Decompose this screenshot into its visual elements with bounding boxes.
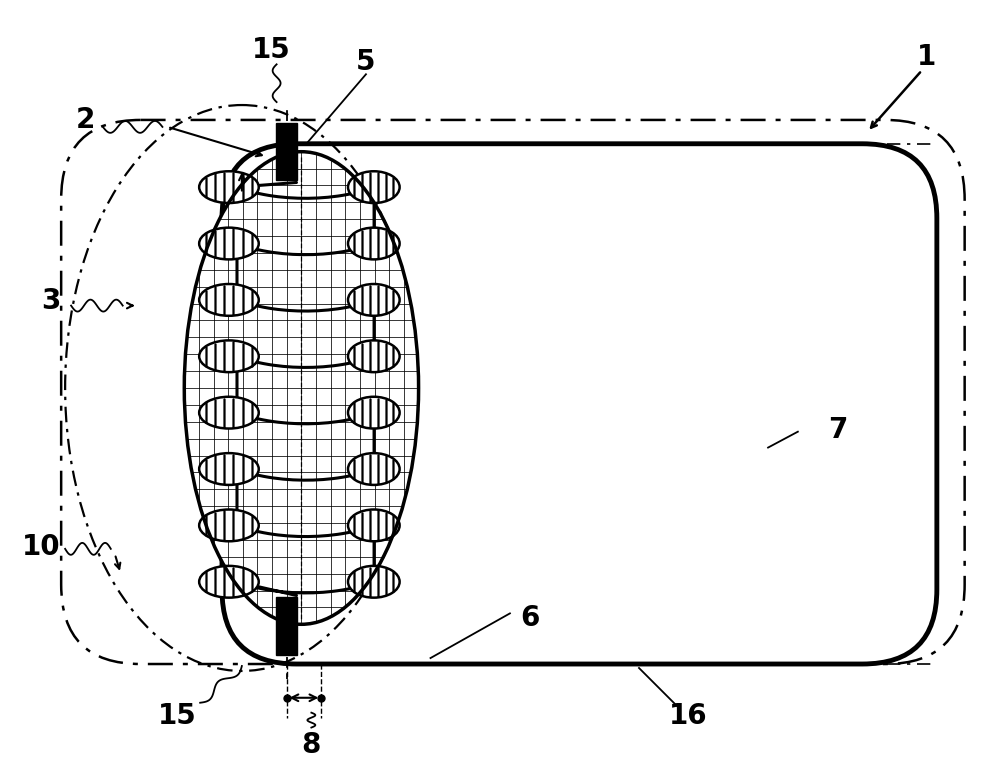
Ellipse shape xyxy=(348,284,400,315)
Text: 1: 1 xyxy=(917,44,937,71)
Ellipse shape xyxy=(348,340,400,372)
FancyBboxPatch shape xyxy=(222,144,937,664)
Ellipse shape xyxy=(348,397,400,429)
Ellipse shape xyxy=(348,228,400,260)
Ellipse shape xyxy=(348,510,400,542)
Text: 10: 10 xyxy=(22,533,61,561)
Text: 6: 6 xyxy=(520,605,539,632)
Text: 5: 5 xyxy=(356,48,376,76)
Ellipse shape xyxy=(199,171,259,203)
Ellipse shape xyxy=(199,228,259,260)
Text: 15: 15 xyxy=(252,37,291,64)
Text: 15: 15 xyxy=(158,702,197,730)
Text: 2: 2 xyxy=(75,106,95,134)
Text: 7: 7 xyxy=(828,416,847,444)
Ellipse shape xyxy=(199,340,259,372)
Ellipse shape xyxy=(199,397,259,429)
Ellipse shape xyxy=(348,566,400,598)
Text: 16: 16 xyxy=(669,702,708,730)
Text: 3: 3 xyxy=(42,287,61,315)
Ellipse shape xyxy=(348,171,400,203)
Ellipse shape xyxy=(184,152,419,624)
Ellipse shape xyxy=(199,510,259,542)
Ellipse shape xyxy=(199,453,259,485)
Bar xyxy=(276,598,297,655)
Ellipse shape xyxy=(199,284,259,315)
Bar xyxy=(276,123,297,180)
Text: 8: 8 xyxy=(302,731,321,759)
Ellipse shape xyxy=(199,566,259,598)
Ellipse shape xyxy=(348,453,400,485)
